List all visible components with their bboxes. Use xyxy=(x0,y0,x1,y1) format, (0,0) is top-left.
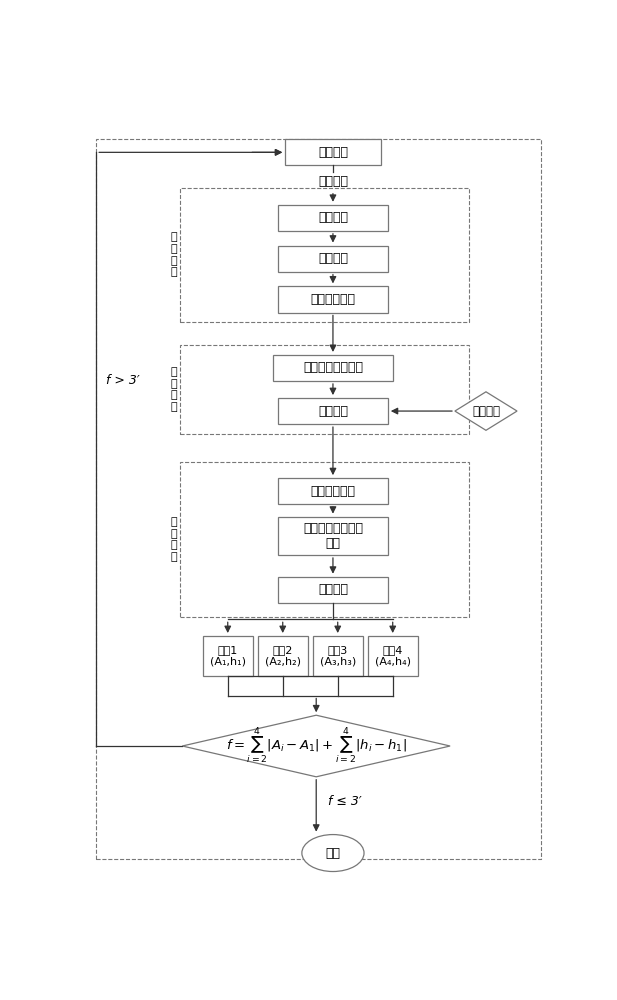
Text: 导航星库: 导航星库 xyxy=(472,405,500,418)
Ellipse shape xyxy=(302,835,364,872)
Text: 结束: 结束 xyxy=(325,847,341,860)
Text: 角距匹配: 角距匹配 xyxy=(318,405,348,418)
Text: 星图去噪: 星图去噪 xyxy=(318,211,348,224)
FancyBboxPatch shape xyxy=(278,577,388,603)
FancyBboxPatch shape xyxy=(285,139,381,165)
Polygon shape xyxy=(455,392,517,430)
Text: 质心坐标提取: 质心坐标提取 xyxy=(310,293,355,306)
Text: f > 3′: f > 3′ xyxy=(106,374,139,387)
Text: 赤道坐标地平坐标
转换: 赤道坐标地平坐标 转换 xyxy=(303,522,363,550)
Text: 相机2
(A₂,h₂): 相机2 (A₂,h₂) xyxy=(265,645,300,667)
Text: 姿态解算: 姿态解算 xyxy=(318,583,348,596)
FancyBboxPatch shape xyxy=(278,205,388,231)
FancyBboxPatch shape xyxy=(202,636,253,676)
FancyBboxPatch shape xyxy=(368,636,418,676)
Text: 阈值分割: 阈值分割 xyxy=(318,252,348,265)
Text: 调节指向: 调节指向 xyxy=(318,146,348,159)
Text: 星
图
处
理: 星 图 处 理 xyxy=(171,232,178,277)
FancyBboxPatch shape xyxy=(273,355,393,381)
Text: 像面坐标角距计算: 像面坐标角距计算 xyxy=(303,361,363,374)
Text: 读入图像: 读入图像 xyxy=(318,175,348,188)
Text: 星
图
识
别: 星 图 识 别 xyxy=(171,367,178,412)
Text: 姿
态
解
算: 姿 态 解 算 xyxy=(171,517,178,562)
Text: 相机1
(A₁,h₁): 相机1 (A₁,h₁) xyxy=(210,645,246,667)
Text: f ≤ 3′: f ≤ 3′ xyxy=(328,795,362,808)
FancyBboxPatch shape xyxy=(313,636,363,676)
FancyBboxPatch shape xyxy=(278,398,388,424)
FancyBboxPatch shape xyxy=(278,246,388,272)
Text: $f=\sum_{i=2}^{4}|A_i-A_1|+\sum_{i=2}^{4}|h_i-h_1|$: $f=\sum_{i=2}^{4}|A_i-A_1|+\sum_{i=2}^{4… xyxy=(226,726,407,766)
FancyBboxPatch shape xyxy=(258,636,308,676)
FancyBboxPatch shape xyxy=(278,286,388,312)
Text: 相机4
(A₄,h₄): 相机4 (A₄,h₄) xyxy=(375,645,411,667)
Text: 赤道坐标修正: 赤道坐标修正 xyxy=(310,485,355,498)
FancyBboxPatch shape xyxy=(278,478,388,504)
FancyBboxPatch shape xyxy=(278,517,388,555)
Polygon shape xyxy=(183,715,450,777)
Text: 相机3
(A₃,h₃): 相机3 (A₃,h₃) xyxy=(320,645,356,667)
